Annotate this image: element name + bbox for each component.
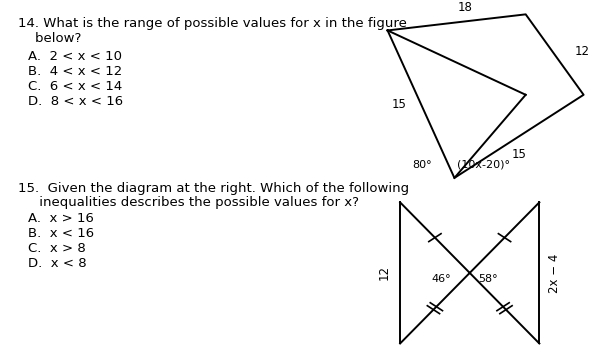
Text: inequalities describes the possible values for x?: inequalities describes the possible valu… bbox=[18, 196, 359, 209]
Text: 58°: 58° bbox=[478, 274, 498, 283]
Text: below?: below? bbox=[18, 32, 81, 45]
Text: 80°: 80° bbox=[412, 160, 432, 169]
Text: 14. What is the range of possible values for x in the figure: 14. What is the range of possible values… bbox=[18, 17, 407, 30]
Text: C.  6 < x < 14: C. 6 < x < 14 bbox=[28, 80, 122, 93]
Text: B.  x < 16: B. x < 16 bbox=[28, 227, 94, 240]
Text: 15.  Given the diagram at the right. Which of the following: 15. Given the diagram at the right. Whic… bbox=[18, 182, 409, 195]
Text: D.  x < 8: D. x < 8 bbox=[28, 257, 87, 270]
Text: 18: 18 bbox=[458, 1, 473, 14]
Text: 12: 12 bbox=[574, 45, 590, 58]
Text: (10x-20)°: (10x-20)° bbox=[457, 160, 510, 169]
Text: C.  x > 8: C. x > 8 bbox=[28, 242, 86, 255]
Text: 12: 12 bbox=[378, 265, 391, 281]
Text: A.  2 < x < 10: A. 2 < x < 10 bbox=[28, 50, 122, 63]
Text: A.  x > 16: A. x > 16 bbox=[28, 212, 94, 225]
Text: 15: 15 bbox=[391, 98, 406, 111]
Text: 15: 15 bbox=[511, 148, 526, 161]
Text: B.  4 < x < 12: B. 4 < x < 12 bbox=[28, 65, 122, 78]
Text: 2x − 4: 2x − 4 bbox=[548, 253, 561, 292]
Text: D.  8 < x < 16: D. 8 < x < 16 bbox=[28, 95, 123, 108]
Text: 46°: 46° bbox=[431, 274, 451, 283]
